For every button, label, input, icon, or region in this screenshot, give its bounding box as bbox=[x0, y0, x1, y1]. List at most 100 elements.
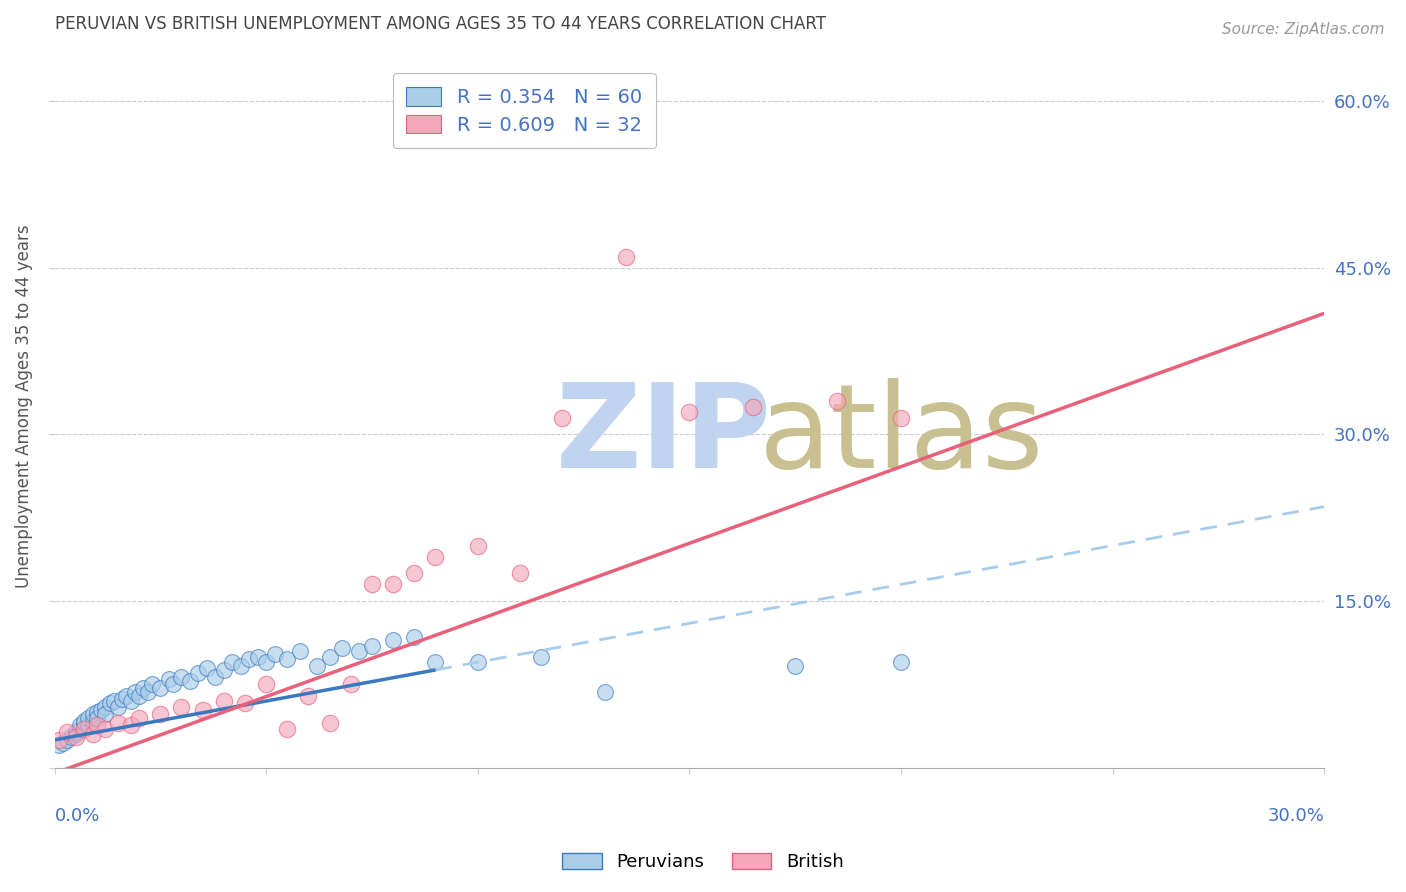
Text: 0.0%: 0.0% bbox=[55, 807, 100, 825]
Point bbox=[204, 670, 226, 684]
Point bbox=[128, 689, 150, 703]
Text: ZIP: ZIP bbox=[555, 378, 772, 493]
Point bbox=[82, 707, 104, 722]
Point bbox=[425, 549, 447, 564]
Point bbox=[361, 639, 384, 653]
Point bbox=[82, 727, 104, 741]
Point bbox=[254, 655, 277, 669]
Point bbox=[382, 632, 405, 647]
Point bbox=[404, 566, 426, 581]
Point bbox=[382, 577, 405, 591]
Text: 30.0%: 30.0% bbox=[1267, 807, 1324, 825]
Point bbox=[254, 677, 277, 691]
Point bbox=[827, 394, 849, 409]
Point bbox=[318, 649, 340, 664]
Point bbox=[195, 661, 218, 675]
Point bbox=[69, 718, 91, 732]
Point bbox=[170, 670, 193, 684]
Point bbox=[233, 696, 256, 710]
Point bbox=[318, 716, 340, 731]
Point bbox=[467, 655, 489, 669]
Text: PERUVIAN VS BRITISH UNEMPLOYMENT AMONG AGES 35 TO 44 YEARS CORRELATION CHART: PERUVIAN VS BRITISH UNEMPLOYMENT AMONG A… bbox=[55, 15, 825, 33]
Point bbox=[82, 714, 104, 728]
Point bbox=[73, 714, 96, 728]
Point bbox=[48, 739, 70, 753]
Point bbox=[124, 685, 146, 699]
Point bbox=[678, 405, 700, 419]
Point bbox=[179, 674, 201, 689]
Point bbox=[94, 707, 117, 722]
Point bbox=[162, 677, 184, 691]
Point bbox=[69, 722, 91, 736]
Point bbox=[103, 694, 125, 708]
Point bbox=[238, 652, 260, 666]
Point bbox=[149, 707, 172, 722]
Point bbox=[170, 699, 193, 714]
Point bbox=[94, 722, 117, 736]
Point bbox=[56, 725, 79, 739]
Point bbox=[361, 577, 384, 591]
Point bbox=[111, 691, 134, 706]
Point bbox=[276, 722, 298, 736]
Legend: R = 0.354   N = 60, R = 0.609   N = 32: R = 0.354 N = 60, R = 0.609 N = 32 bbox=[392, 73, 655, 148]
Text: atlas: atlas bbox=[759, 378, 1045, 493]
Point bbox=[56, 733, 79, 747]
Point bbox=[149, 681, 172, 695]
Point bbox=[65, 730, 87, 744]
Point bbox=[52, 736, 75, 750]
Point bbox=[349, 644, 371, 658]
Point bbox=[98, 696, 121, 710]
Point bbox=[191, 703, 214, 717]
Point bbox=[305, 658, 328, 673]
Point bbox=[73, 716, 96, 731]
Point bbox=[614, 250, 637, 264]
Point bbox=[65, 727, 87, 741]
Point bbox=[288, 644, 311, 658]
Point bbox=[741, 400, 763, 414]
Point bbox=[86, 705, 108, 719]
Y-axis label: Unemployment Among Ages 35 to 44 years: Unemployment Among Ages 35 to 44 years bbox=[15, 225, 32, 589]
Point bbox=[404, 630, 426, 644]
Point bbox=[115, 689, 138, 703]
Point bbox=[90, 703, 112, 717]
Point bbox=[212, 663, 235, 677]
Point bbox=[339, 677, 361, 691]
Point bbox=[77, 718, 100, 732]
Point bbox=[509, 566, 531, 581]
Point bbox=[297, 689, 319, 703]
Point bbox=[530, 649, 553, 664]
Point bbox=[141, 677, 163, 691]
Point bbox=[94, 699, 117, 714]
Legend: Peruvians, British: Peruvians, British bbox=[555, 846, 851, 879]
Point bbox=[221, 655, 243, 669]
Point bbox=[48, 733, 70, 747]
Point bbox=[246, 649, 269, 664]
Point bbox=[120, 694, 142, 708]
Point bbox=[551, 410, 574, 425]
Point bbox=[120, 718, 142, 732]
Point bbox=[467, 539, 489, 553]
Point bbox=[785, 658, 807, 673]
Point bbox=[60, 730, 83, 744]
Text: Source: ZipAtlas.com: Source: ZipAtlas.com bbox=[1222, 22, 1385, 37]
Point bbox=[890, 410, 912, 425]
Point bbox=[107, 699, 129, 714]
Point bbox=[86, 718, 108, 732]
Point bbox=[157, 672, 180, 686]
Point bbox=[425, 655, 447, 669]
Point bbox=[276, 652, 298, 666]
Point bbox=[212, 694, 235, 708]
Point bbox=[593, 685, 616, 699]
Point bbox=[128, 711, 150, 725]
Point bbox=[229, 658, 252, 673]
Point bbox=[73, 722, 96, 736]
Point bbox=[136, 685, 159, 699]
Point bbox=[107, 716, 129, 731]
Point bbox=[132, 681, 155, 695]
Point bbox=[890, 655, 912, 669]
Point bbox=[330, 640, 353, 655]
Point bbox=[86, 711, 108, 725]
Point bbox=[263, 648, 285, 662]
Point bbox=[187, 666, 209, 681]
Point bbox=[65, 725, 87, 739]
